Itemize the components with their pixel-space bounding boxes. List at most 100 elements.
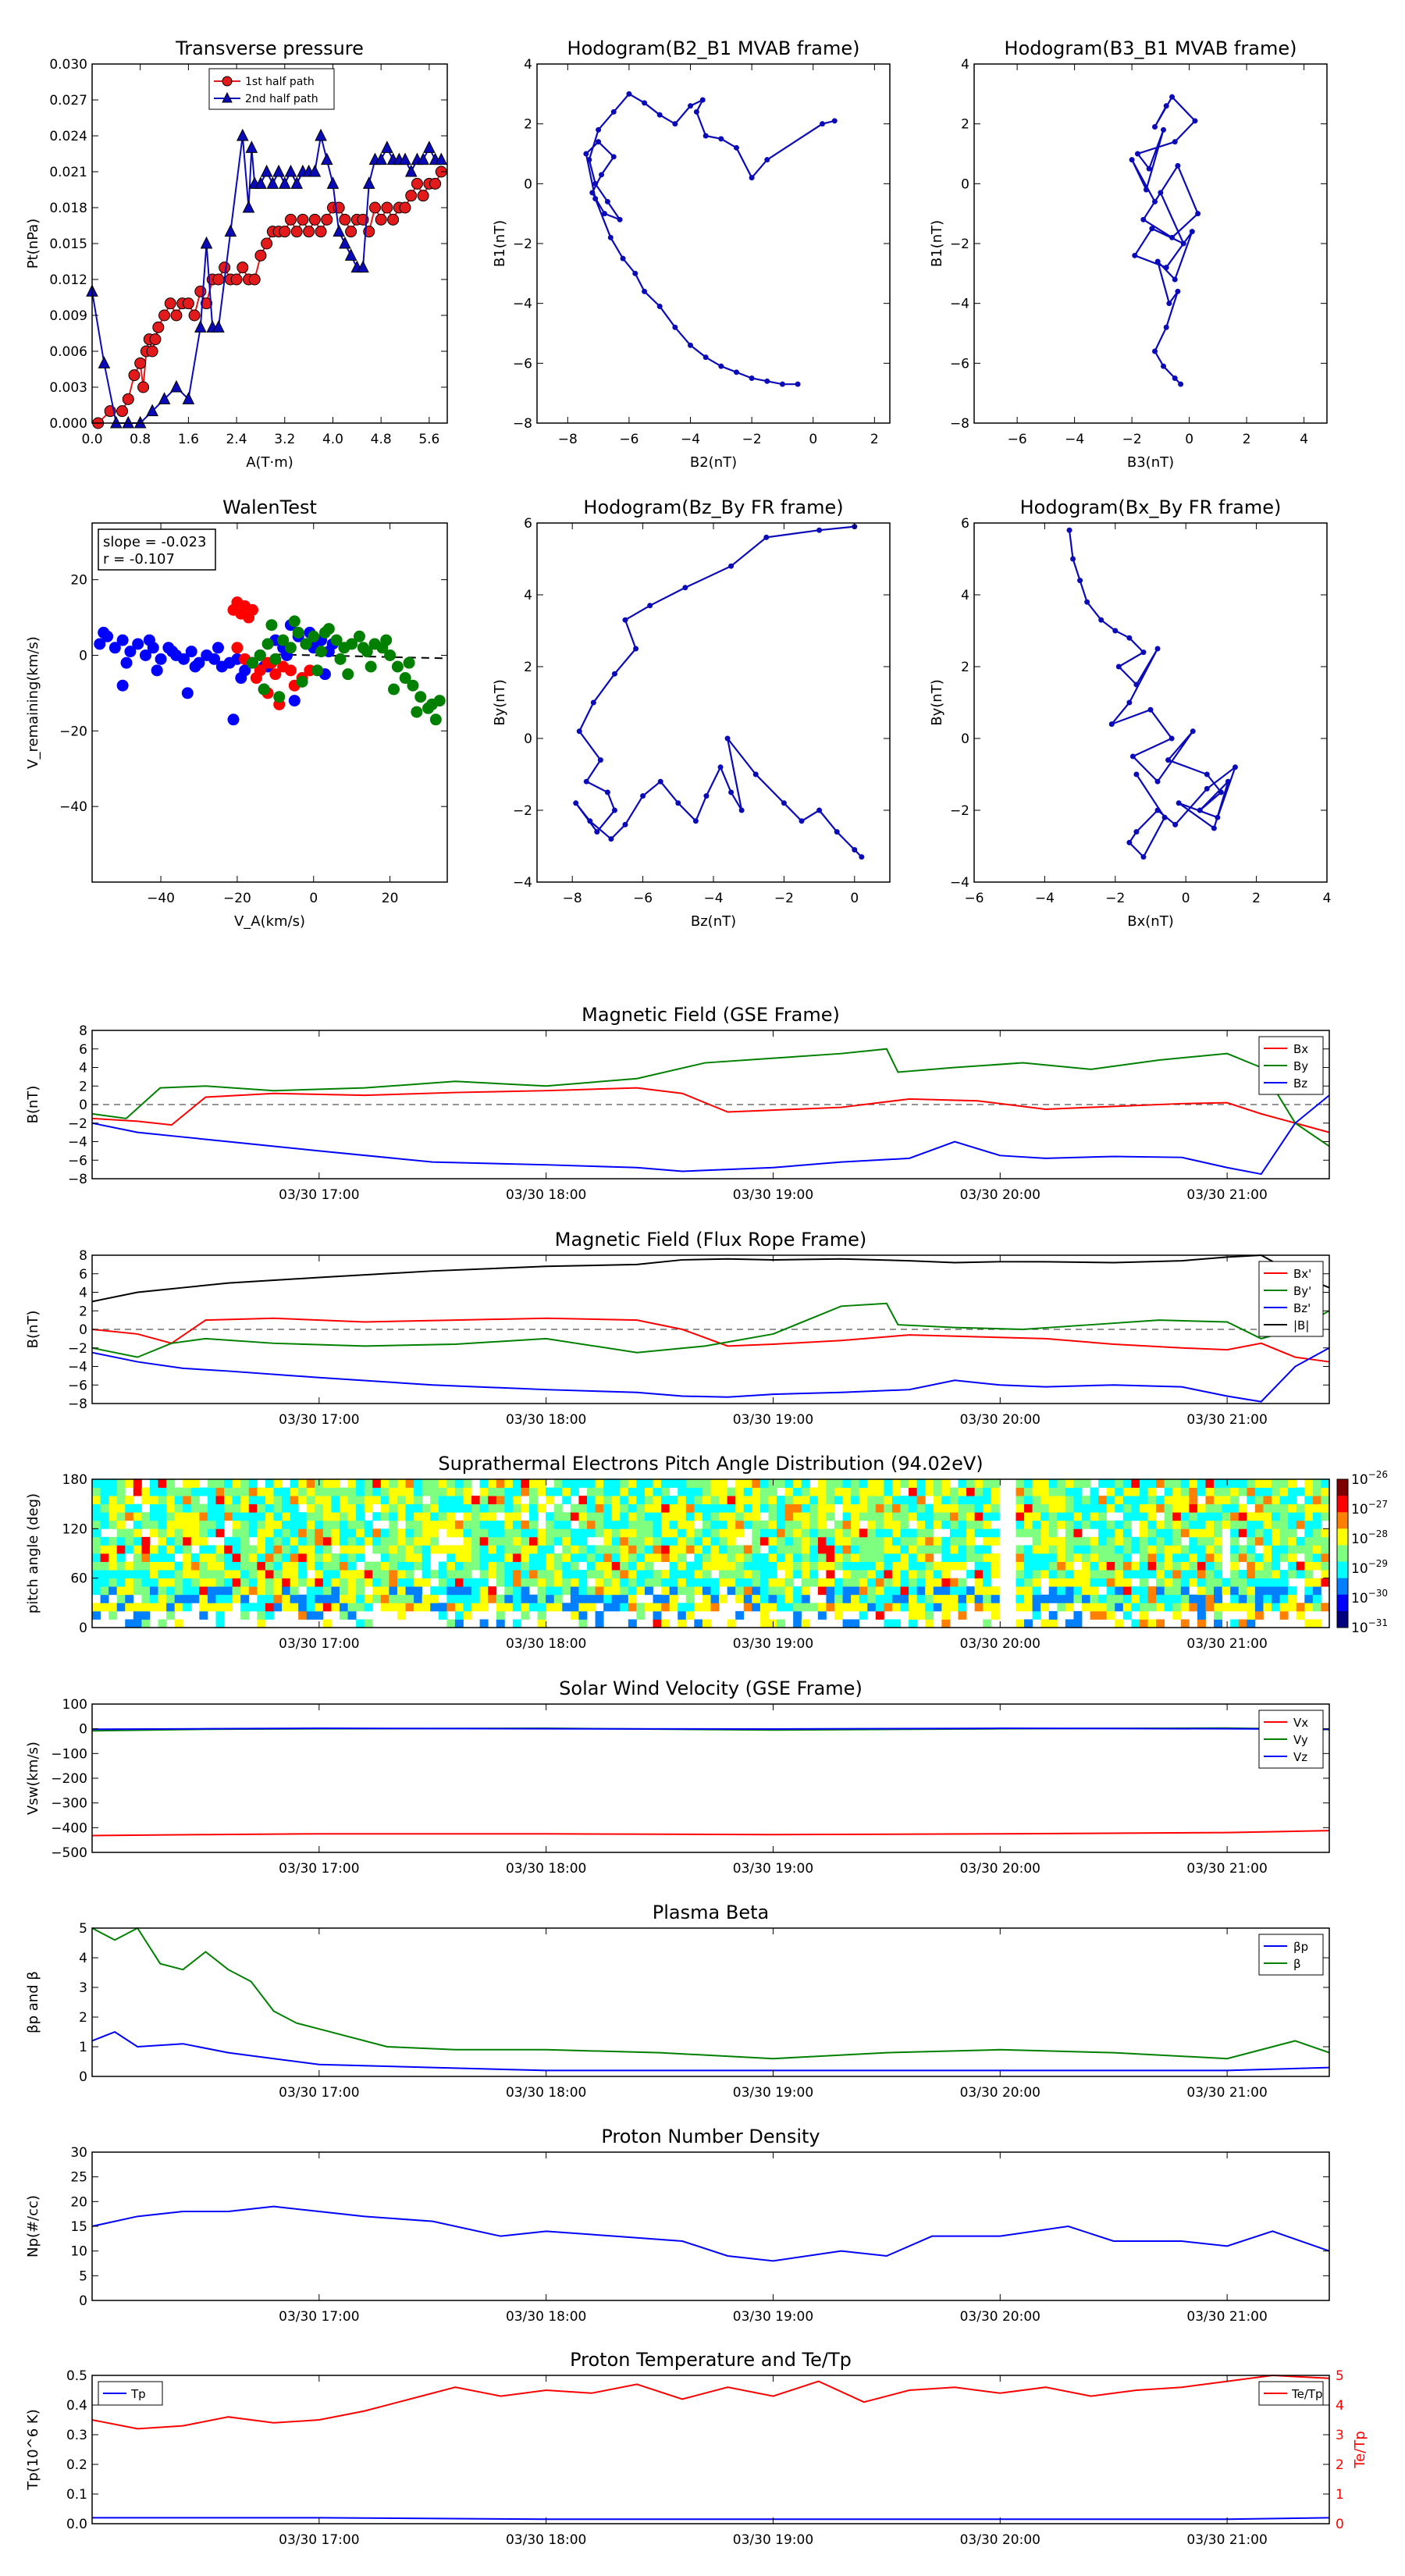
- heatmap-cell: [925, 1528, 934, 1538]
- heatmap-cell: [372, 1487, 382, 1496]
- heatmap-cell: [859, 1512, 868, 1521]
- heatmap-cell: [909, 1545, 918, 1554]
- heatmap-cell: [685, 1603, 695, 1612]
- heatmap-cell: [248, 1496, 258, 1505]
- data-point: [237, 262, 249, 274]
- heatmap-cell: [224, 1586, 233, 1596]
- heatmap-cell: [546, 1586, 555, 1596]
- heatmap-cell: [414, 1503, 423, 1513]
- heatmap-cell: [1016, 1603, 1025, 1612]
- heatmap-cell: [636, 1570, 646, 1579]
- heatmap-cell: [224, 1512, 233, 1521]
- heatmap-cell: [1139, 1512, 1148, 1521]
- data-point: [693, 109, 699, 115]
- heatmap-cell: [504, 1570, 514, 1579]
- heatmap-cell: [900, 1570, 909, 1579]
- heatmap-cell: [215, 1479, 225, 1488]
- heatmap-cell: [414, 1586, 423, 1596]
- data-point: [326, 176, 340, 189]
- heatmap-cell: [174, 1603, 183, 1612]
- data-point: [417, 152, 429, 165]
- heatmap-cell: [166, 1536, 176, 1546]
- heatmap-cell: [884, 1487, 893, 1496]
- heatmap-cell: [826, 1553, 835, 1562]
- x-tick-label: −4: [1035, 891, 1055, 906]
- data-point: [1152, 124, 1158, 130]
- data-point: [733, 144, 739, 151]
- heatmap-cell: [727, 1520, 736, 1529]
- heatmap-cell: [1115, 1520, 1124, 1529]
- heatmap-cell: [488, 1503, 497, 1513]
- heatmap-cell: [298, 1553, 308, 1562]
- data-point: [763, 534, 770, 540]
- x-tick-label: 03/30 19:00: [733, 1187, 813, 1203]
- heatmap-cell: [141, 1586, 151, 1596]
- data-point: [1108, 721, 1115, 728]
- heatmap-cell: [694, 1545, 703, 1554]
- heatmap-cell: [273, 1512, 283, 1521]
- heatmap-cell: [372, 1570, 382, 1579]
- heatmap-cell: [653, 1603, 662, 1612]
- data-point: [586, 157, 592, 163]
- data-point: [108, 642, 121, 654]
- heatmap-cell: [752, 1570, 761, 1579]
- y-tick-label: −8: [68, 1397, 87, 1412]
- y-tick-label: 0.024: [49, 129, 87, 144]
- y-tick-label: −100: [51, 1746, 87, 1762]
- heatmap-cell: [282, 1496, 290, 1505]
- heatmap-cell: [488, 1487, 497, 1496]
- heatmap-cell: [306, 1487, 315, 1496]
- heatmap-cell: [1024, 1594, 1033, 1603]
- heatmap-cell: [710, 1586, 720, 1596]
- heatmap-cell: [298, 1512, 308, 1521]
- heatmap-cell: [1263, 1553, 1272, 1562]
- heatmap-cell: [1172, 1503, 1182, 1513]
- heatmap-cell: [397, 1545, 406, 1554]
- heatmap-cell: [1156, 1503, 1165, 1513]
- heatmap-cell: [644, 1503, 653, 1513]
- heatmap-cell: [777, 1603, 785, 1612]
- x-tick-label: 20: [382, 891, 399, 906]
- heatmap-cell: [232, 1561, 241, 1571]
- data-point: [688, 103, 694, 109]
- heatmap-cell: [743, 1545, 752, 1554]
- heatmap-cell: [1016, 1479, 1025, 1488]
- y-axis-label: βp and β: [25, 1971, 41, 2033]
- heatmap-cell: [1139, 1545, 1148, 1554]
- heatmap-cell: [158, 1594, 167, 1603]
- heatmap-cell: [1098, 1520, 1108, 1529]
- panel-tp: Proton Temperature and Te/Tp0.00.10.20.3…: [25, 2349, 1368, 2548]
- heatmap-cell: [232, 1545, 241, 1554]
- heatmap-cell: [1131, 1479, 1140, 1488]
- x-tick-label: −8: [558, 432, 578, 447]
- heatmap-cell: [1139, 1570, 1148, 1579]
- heatmap-cell: [553, 1553, 563, 1562]
- heatmap-cell: [141, 1553, 151, 1562]
- heatmap-cell: [158, 1528, 167, 1538]
- heatmap-cell: [414, 1496, 423, 1505]
- heatmap-cell: [1016, 1561, 1025, 1571]
- heatmap-cell: [108, 1545, 118, 1554]
- heatmap-cell: [322, 1570, 332, 1579]
- heatmap-cell: [537, 1561, 546, 1571]
- data-point: [333, 224, 345, 237]
- heatmap-cell: [1279, 1512, 1289, 1521]
- heatmap-cell: [884, 1512, 893, 1521]
- heatmap-cell: [958, 1610, 967, 1620]
- y-tick-label: 5: [79, 1921, 87, 1937]
- heatmap-cell: [546, 1561, 555, 1571]
- heatmap-cell: [661, 1520, 670, 1529]
- colorbar-segment: [1337, 1578, 1348, 1596]
- heatmap-cell: [891, 1512, 901, 1521]
- data-point: [718, 136, 724, 142]
- heatmap-cell: [1321, 1603, 1330, 1612]
- heatmap-cell: [240, 1496, 250, 1505]
- heatmap-cell: [446, 1479, 456, 1488]
- heatmap-cell: [372, 1528, 382, 1538]
- heatmap-cell: [966, 1570, 976, 1579]
- heatmap-cell: [257, 1487, 266, 1496]
- data-point: [194, 285, 207, 297]
- heatmap-cell: [158, 1545, 167, 1554]
- y-tick-label: 120: [62, 1521, 87, 1537]
